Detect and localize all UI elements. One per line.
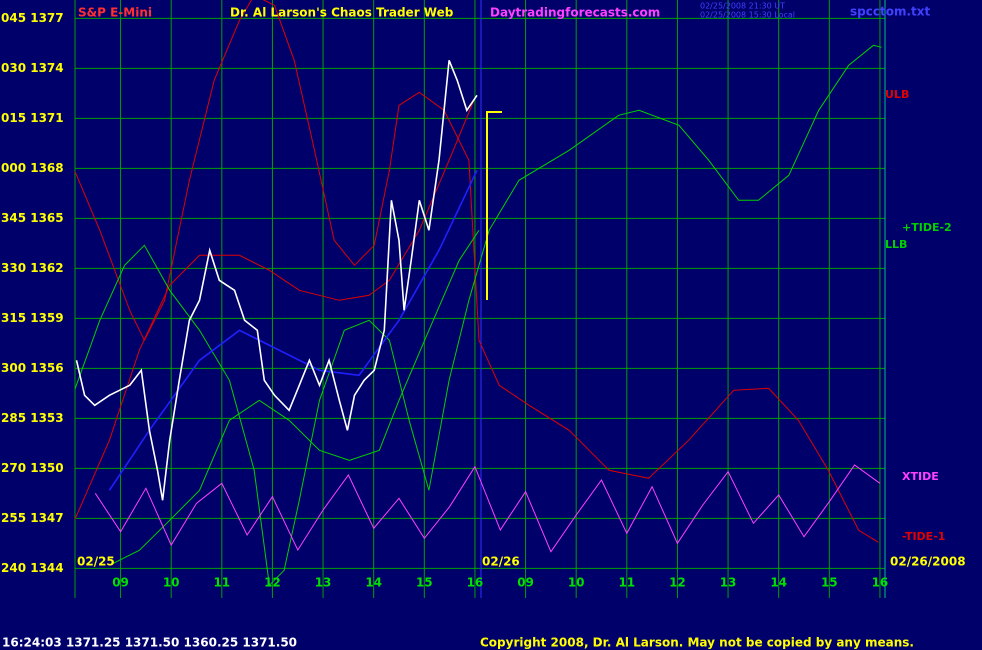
y-tick-label: 330 1362 (1, 261, 64, 275)
y-tick-label: 315 1359 (1, 311, 64, 325)
y-tick-label: 345 1365 (1, 211, 64, 225)
y-tick-label: 240 1344 (1, 561, 64, 575)
y-tick-label: 015 1371 (1, 111, 64, 125)
x-tick-label: 15 (416, 576, 433, 590)
x-tick-label: 10 (163, 576, 180, 590)
x-tick-label: 13 (315, 576, 332, 590)
date-label: 02/26/2008 (890, 555, 966, 569)
legend-label: +TIDE-2 (902, 221, 952, 234)
series-line (75, 100, 475, 521)
x-tick-label: 15 (821, 576, 838, 590)
x-tick-label: 09 (112, 576, 129, 590)
copyright: Copyright 2008, Dr. Al Larson. May not b… (480, 636, 914, 650)
instrument: S&P E-Mini (78, 6, 152, 20)
y-tick-label: 270 1350 (1, 461, 64, 475)
legend-label: LLB (885, 238, 907, 251)
y-tick-label: 300 1356 (1, 361, 64, 375)
series-line (109, 230, 480, 566)
series-group (75, 0, 882, 587)
legend-label: ULB (885, 88, 909, 101)
x-tick-label: 16 (872, 576, 889, 590)
price-line (108, 169, 478, 491)
price-line (75, 59, 478, 501)
file-name: spcctom.txt (850, 5, 930, 19)
series-line (75, 0, 879, 543)
date-label: 02/26 (482, 555, 520, 569)
x-tick-label: 12 (264, 576, 281, 590)
timestamp: 02/25/2008 21:30 UT (700, 2, 785, 11)
x-tick-label: 10 (568, 576, 585, 590)
date-label: 02/25 (77, 555, 115, 569)
chart-title: Dr. Al Larson's Chaos Trader Web (230, 6, 454, 20)
x-tick-label: 12 (669, 576, 686, 590)
projection-bracket (486, 111, 502, 300)
status-line: 16:24:03 1371.25 1371.50 1360.25 1371.50 (2, 636, 297, 650)
series-line (75, 44, 882, 587)
x-tick-label: 11 (213, 576, 230, 590)
x-tick-label: 14 (365, 576, 382, 590)
legend-label: -TIDE-1 (902, 530, 945, 543)
x-tick-label: 09 (517, 576, 534, 590)
labels: S&P E-Mini Dr. Al Larson's Chaos Trader … (1, 2, 966, 650)
y-tick-label: 255 1347 (1, 511, 64, 525)
legend-label: XTIDE (902, 470, 939, 483)
grid (75, 0, 885, 598)
y-tick-label: 045 1377 (1, 11, 64, 25)
x-tick-label: 16 (467, 576, 484, 590)
series-line (94, 464, 881, 553)
y-tick-label: 285 1353 (1, 411, 64, 425)
timestamp: 02/25/2008 15:30 Local (700, 11, 795, 20)
x-tick-label: 14 (770, 576, 787, 590)
y-tick-label: 000 1368 (1, 161, 64, 175)
website: Daytradingforecasts.com (490, 6, 660, 20)
x-tick-label: 11 (618, 576, 635, 590)
y-tick-label: 030 1374 (1, 61, 64, 75)
x-tick-label: 13 (720, 576, 737, 590)
